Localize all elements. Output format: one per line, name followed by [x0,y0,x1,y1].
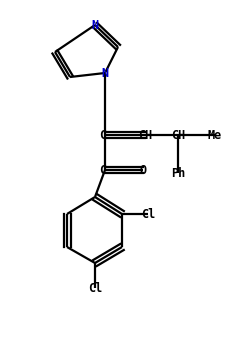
Text: CH: CH [138,128,152,141]
Text: N: N [91,19,98,31]
Text: C: C [99,164,107,177]
Text: C: C [99,128,107,141]
Text: CH: CH [171,128,185,141]
Text: Me: Me [208,128,222,141]
Text: O: O [139,164,147,177]
Text: Cl: Cl [141,207,155,220]
Text: N: N [101,67,109,79]
Text: Cl: Cl [88,282,102,295]
Text: Ph: Ph [171,167,185,179]
